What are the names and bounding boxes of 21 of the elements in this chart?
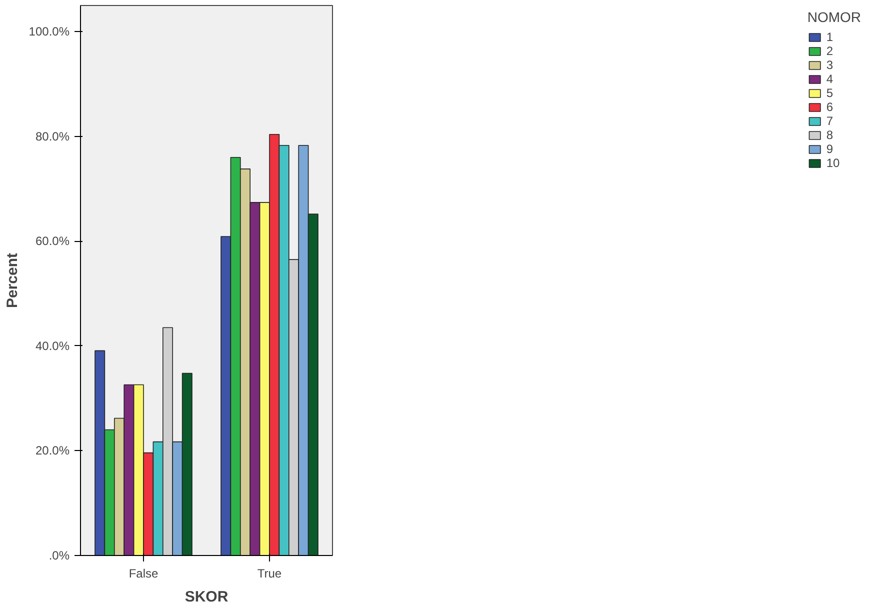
y-tick-label: 80.0% [35, 129, 70, 144]
legend-label: 8 [826, 128, 834, 142]
legend-label: 1 [826, 30, 834, 44]
legend-label: 10 [826, 156, 841, 170]
legend-label: 6 [826, 100, 834, 114]
legend-label: 2 [826, 44, 834, 58]
x-axis-title: SKOR [184, 588, 228, 606]
legend-label: 3 [826, 58, 834, 72]
y-tick-label: 40.0% [35, 338, 70, 353]
legend-label: 4 [826, 72, 834, 86]
legend-label: 9 [826, 142, 834, 156]
x-tick-label: True [257, 566, 282, 580]
legend-title: NOMOR [807, 9, 861, 25]
legend-label: 5 [826, 86, 834, 100]
y-tick-label: 100.0% [28, 24, 70, 39]
y-tick-label: .0% [48, 548, 70, 562]
y-tick-label: 60.0% [35, 234, 70, 248]
legend-label: 7 [826, 114, 834, 128]
x-tick-label: False [128, 566, 158, 580]
y-axis-title: Percent [4, 252, 21, 308]
y-tick-label: 20.0% [35, 444, 70, 458]
